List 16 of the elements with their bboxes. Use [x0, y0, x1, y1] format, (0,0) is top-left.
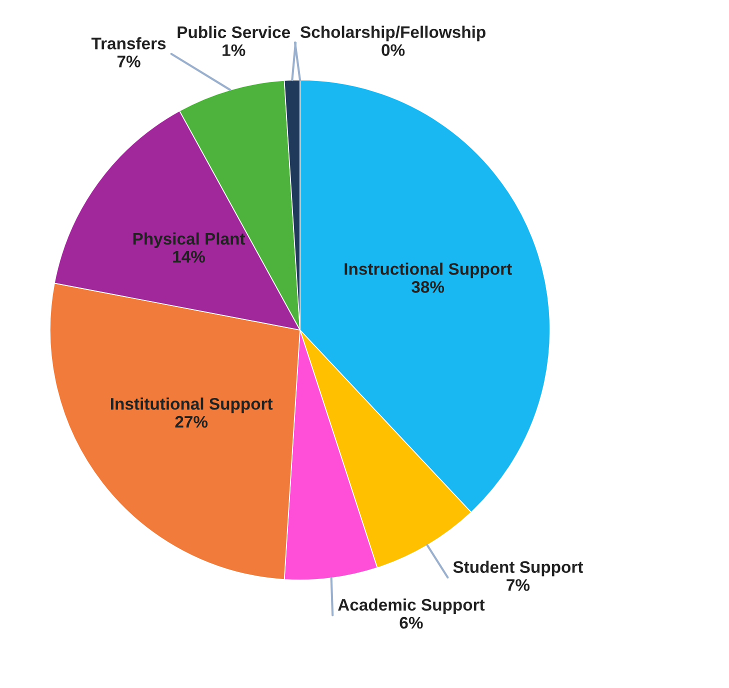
slice-label: Academic Support — [338, 598, 485, 614]
data-label: 27% — [175, 416, 208, 428]
slice-label: Instructional Support — [344, 262, 512, 278]
data-label: 38% — [412, 281, 444, 293]
slice-label: Public Service — [178, 26, 290, 38]
data-label: 7% — [506, 579, 530, 591]
data-label: 1% — [222, 44, 246, 56]
text: 0% — [382, 44, 405, 56]
slice-label: Institutional Support — [111, 398, 273, 414]
slice-label: Physical Plant — [133, 232, 246, 248]
data-label: 6% — [400, 616, 423, 629]
data-label: 14% — [173, 250, 205, 263]
category-label: Scholarship/Fellowship — [300, 26, 486, 42]
data-label: 7% — [117, 56, 140, 68]
slice-label: Student Support — [453, 560, 584, 576]
slice-label: Transfers — [91, 37, 166, 50]
